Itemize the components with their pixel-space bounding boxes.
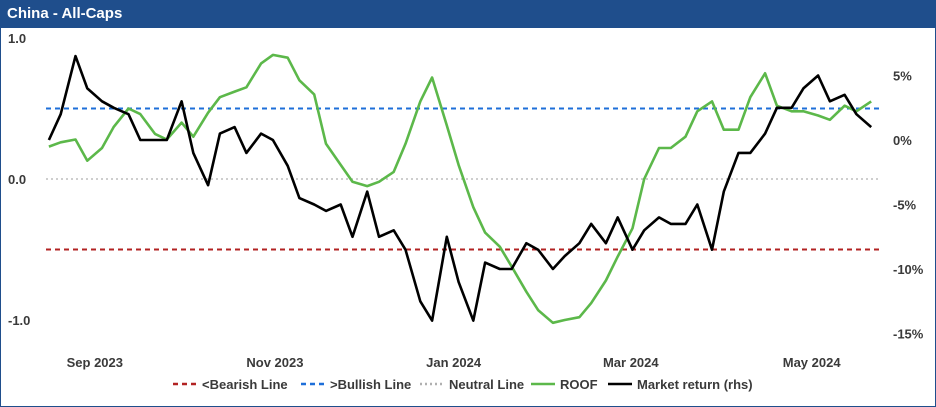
series-line-0 [48,53,872,325]
legend-label-3: ROOF [560,377,598,392]
series-line-1 [47,54,873,322]
x-tick-label: Jan 2024 [426,355,482,370]
legend-label-4: Market return (rhs) [637,377,753,392]
legend-label-1: >Bullish Line [330,377,411,392]
x-tick-label: May 2024 [783,355,842,370]
y-right-tick-label: -5% [893,198,917,213]
legend-label-2: Neutral Line [449,377,524,392]
y-right-tick-label: 0% [893,133,912,148]
x-tick-label: Mar 2024 [603,355,659,370]
y-left-tick-label: -1.0 [8,313,30,328]
x-tick-label: Sep 2023 [67,355,123,370]
y-left-tick-label: 1.0 [8,31,26,46]
y-left-tick-label: 0.0 [8,172,26,187]
title-bar: China - All-Caps [1,1,935,28]
legend-label-0: <Bearish Line [202,377,288,392]
x-tick-label: Nov 2023 [246,355,303,370]
y-right-tick-label: -15% [893,327,924,342]
y-right-tick-label: -10% [893,262,924,277]
chart-title: China - All-Caps [7,5,123,22]
y-right-tick-label: 5% [893,69,912,84]
